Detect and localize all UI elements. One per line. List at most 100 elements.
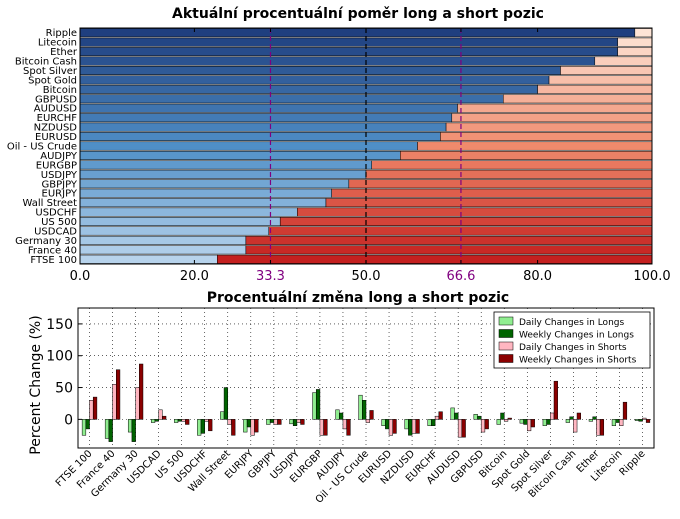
long-bar [79,179,350,189]
change-bar [319,419,324,436]
category-label: Germany 30 [15,236,77,247]
change-bar [289,419,294,425]
category-label: AUDJPY [40,151,78,162]
change-bar [450,407,455,420]
change-bar [254,419,259,433]
change-bar [115,369,121,420]
change-bar [315,389,321,420]
category-label: GBPJPY [41,179,77,190]
category-label: Wall Street [23,198,78,209]
category-label: USDJPY [41,170,78,181]
change-bar [312,392,317,420]
short-bar [634,28,653,38]
short-bar [548,75,653,85]
change-bar [112,384,117,420]
change-bar [139,363,144,420]
legend-swatch [498,341,514,351]
change-bar [89,400,94,420]
change-bar [565,419,570,423]
change-bar [296,419,301,423]
change-bar [592,416,597,420]
change-bar [619,419,624,426]
x-tick-label: 80.0 [523,269,552,284]
change-bar [431,419,436,426]
change-bar [273,419,278,425]
category-label: US 500 [41,217,77,228]
short-bar [617,37,653,47]
change-bar [108,419,113,442]
long-bar [79,188,332,198]
change-bar [250,419,255,436]
change-bar [615,419,620,423]
short-bar [594,56,653,66]
change-bar [546,419,551,425]
change-bar [246,419,252,428]
category-label: Ripple [618,448,648,478]
category-label: Bitcoin Cash [15,57,77,68]
change-bar [427,419,432,426]
x-tick-label: 20.0 [180,269,209,284]
change-bar [553,380,558,420]
change-bar [362,400,367,420]
y-tick-label: 50 [55,381,73,397]
change-bar [223,387,229,420]
bottom-plot-frame [77,307,655,449]
change-bar [611,419,617,426]
change-bar [523,419,528,425]
change-bar [438,411,443,420]
change-bar [596,419,601,436]
change-bar [185,419,190,425]
change-bar [131,419,136,442]
long-bar [79,245,247,255]
change-bar [622,401,628,420]
change-bar [323,419,328,436]
y-tick-label: 150 [46,317,73,333]
change-bar [104,419,110,439]
short-bar [617,47,653,57]
legend-label: Weekly Changes in Shorts [519,356,637,366]
change-bar [411,419,417,434]
change-bar [369,410,374,420]
legend-box [493,311,651,369]
change-bar [642,417,647,420]
change-bar [599,419,605,436]
short-bar [457,103,653,113]
category-label: USDCAD [34,226,77,237]
long-bar [79,169,367,179]
y-tick-label: 0 [64,412,73,428]
change-bar [404,419,409,430]
change-bar [434,415,440,420]
long-bar [79,94,504,104]
short-bar [503,94,653,104]
category-label: Spot Silver [23,66,78,77]
change-bar [231,419,236,436]
long-bar [79,132,441,142]
change-bar [542,419,547,426]
chart-title-top: Aktuální procentuální poměr long a short… [172,6,544,22]
change-bar [92,396,98,420]
change-bar [220,411,225,420]
change-bar [480,419,486,433]
change-bar [496,419,501,425]
category-label: France 40 [28,245,77,256]
change-bar [454,412,459,420]
chart-title-bottom: Procentuální změna long a short pozic [207,290,509,306]
change-bar [507,417,512,420]
change-bar [227,419,232,425]
long-bar [79,84,538,94]
change-bar [527,419,532,432]
change-bar [204,419,209,422]
change-bar [588,419,593,422]
change-bar [500,412,505,420]
change-bar [181,419,186,422]
short-bar [297,207,653,217]
change-bar [408,419,413,436]
change-bar [457,419,463,438]
short-bar [451,113,653,123]
long-bar [79,75,550,85]
x-tick-label: 0.0 [70,269,91,284]
category-label: FTSE 100 [30,255,77,266]
change-bar [174,419,179,423]
change-bar [569,416,574,420]
